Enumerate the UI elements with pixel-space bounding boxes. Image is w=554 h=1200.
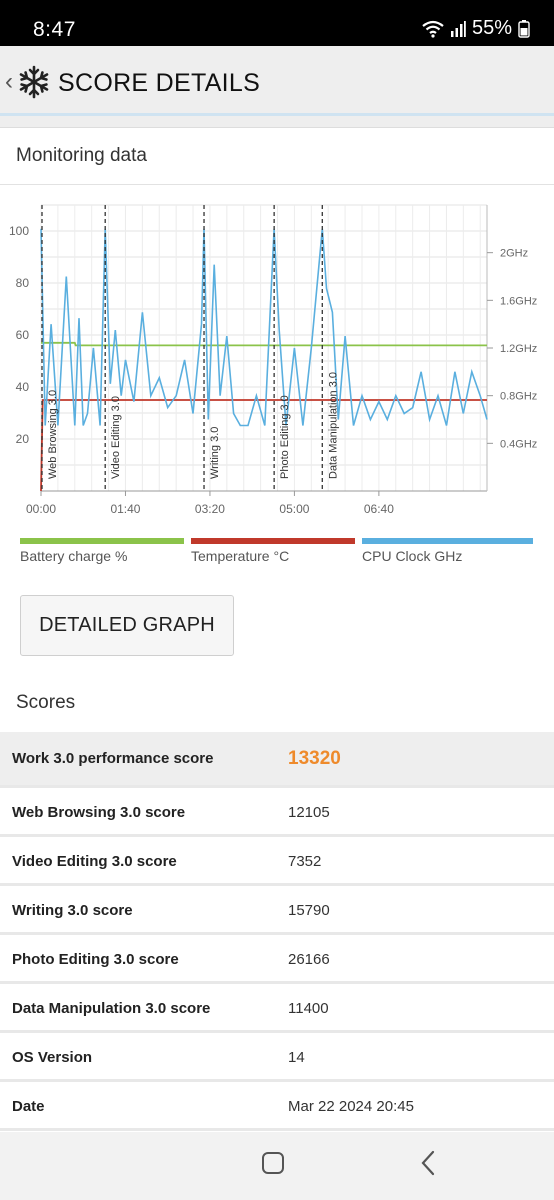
chart-y2-tick-label: 1.6GHz xyxy=(500,295,537,307)
status-icons: 55% xyxy=(422,17,530,40)
legend-cpu-swatch xyxy=(362,538,533,544)
temperature-series-line xyxy=(40,399,487,492)
back-chevron-icon[interactable]: ‹ xyxy=(5,68,13,95)
chart-phase-label: Data Manipulation 3.0 xyxy=(327,372,339,479)
score-row-work: Work 3.0 performance score 13320 xyxy=(0,732,554,788)
chart-x-tick-label: 05:00 xyxy=(279,502,309,516)
chart-x-tick-label: 01:40 xyxy=(110,502,140,516)
chart-phase-label: Web Browsing 3.0 xyxy=(47,390,59,479)
snowflake-logo-icon xyxy=(17,65,51,104)
score-value: 14 xyxy=(288,1049,305,1066)
score-value: 11400 xyxy=(288,1000,329,1017)
battery-series-line xyxy=(41,341,487,347)
detailed-graph-button[interactable]: DETAILED GRAPH xyxy=(20,595,234,656)
chart-y2-tick-label: 0.8GHz xyxy=(500,391,537,403)
chart-x-tick-label: 00:00 xyxy=(26,502,56,516)
monitoring-title: Monitoring data xyxy=(16,145,147,166)
legend-temperature-swatch xyxy=(191,538,355,544)
status-time: 8:47 xyxy=(33,18,76,41)
chart-y-tick-label: 40 xyxy=(16,380,30,394)
score-name: Video Editing 3.0 score xyxy=(12,853,177,870)
score-value: 15790 xyxy=(288,902,330,919)
chart-y-tick-label: 60 xyxy=(16,328,30,342)
chart-phase-label: Photo Editing 3.0 xyxy=(279,395,291,479)
chart-y2-tick-label: 2GHz xyxy=(500,248,528,260)
legend-battery: Battery charge % xyxy=(20,538,184,564)
score-value: 12105 xyxy=(288,804,330,821)
score-name: Photo Editing 3.0 score xyxy=(12,951,179,968)
score-value: 13320 xyxy=(288,748,341,769)
battery-text: 55% xyxy=(471,17,512,39)
legend-temperature-label: Temperature °C xyxy=(191,548,290,564)
score-row-photo-editing: Photo Editing 3.0 score 26166 xyxy=(0,935,554,984)
score-name: Web Browsing 3.0 score xyxy=(12,804,186,821)
scores-title: Scores xyxy=(16,692,76,713)
page-title: SCORE DETAILS xyxy=(58,69,261,97)
score-row-os-version: OS Version 14 xyxy=(0,1033,554,1082)
home-icon[interactable] xyxy=(262,1152,284,1174)
legend-battery-swatch xyxy=(20,538,184,544)
battery-icon xyxy=(518,19,530,38)
legend-cpu-label: CPU Clock GHz xyxy=(362,548,463,564)
chart-phase-label: Video Editing 3.0 xyxy=(110,396,122,479)
legend-temperature: Temperature °C xyxy=(191,538,355,564)
score-name: Writing 3.0 score xyxy=(12,902,133,919)
chart-y2-tick-label: 1.2GHz xyxy=(500,343,537,355)
score-name: Date xyxy=(12,1098,45,1115)
chart-y-tick-label: 100 xyxy=(9,224,29,238)
chart-y-tick-label: 80 xyxy=(16,276,30,290)
nav-back-icon[interactable] xyxy=(420,1150,436,1181)
legend-battery-label: Battery charge % xyxy=(20,548,128,564)
chart-phase-label: Writing 3.0 xyxy=(209,427,221,479)
app-bar: ‹ SCORE DETAILS xyxy=(0,46,554,116)
legend-cpu: CPU Clock GHz xyxy=(362,538,533,564)
score-value: 7352 xyxy=(288,853,322,870)
chart-x-tick-label: 06:40 xyxy=(364,502,394,516)
monitoring-chart: 20 40 60 80 100 0.4GHz 0.8GHz 1.2GHz 1.6GHz 2GHz 0… xyxy=(9,204,537,516)
score-row-data-manipulation: Data Manipulation 3.0 score 11400 xyxy=(0,984,554,1033)
divider xyxy=(0,184,554,185)
chart-y-tick-label: 20 xyxy=(16,432,30,446)
score-details-card: Monitoring data 20 40 60 80 100 0.4GHz 0.8GHz 1… xyxy=(0,127,554,1132)
signal-icon xyxy=(450,20,466,38)
status-bar: 8:47 55% xyxy=(0,0,554,46)
score-name: Data Manipulation 3.0 score xyxy=(12,1000,211,1017)
score-name: Work 3.0 performance score xyxy=(12,750,214,767)
score-name: OS Version xyxy=(12,1049,93,1066)
score-row-web-browsing: Web Browsing 3.0 score 12105 xyxy=(0,788,554,837)
wifi-icon xyxy=(422,20,444,38)
score-value: Mar 22 2024 20:45 xyxy=(288,1098,414,1115)
score-row-video-editing: Video Editing 3.0 score 7352 xyxy=(0,837,554,886)
cpu-series-line xyxy=(40,228,488,427)
chart-y2-tick-label: 0.4GHz xyxy=(500,438,537,450)
score-row-writing: Writing 3.0 score 15790 xyxy=(0,886,554,935)
chart-x-tick-label: 03:20 xyxy=(195,502,225,516)
scores-table: Work 3.0 performance score 13320 Web Bro… xyxy=(0,732,554,1131)
score-value: 26166 xyxy=(288,951,330,968)
score-row-date: Date Mar 22 2024 20:45 xyxy=(0,1082,554,1131)
navigation-bar xyxy=(0,1132,554,1200)
